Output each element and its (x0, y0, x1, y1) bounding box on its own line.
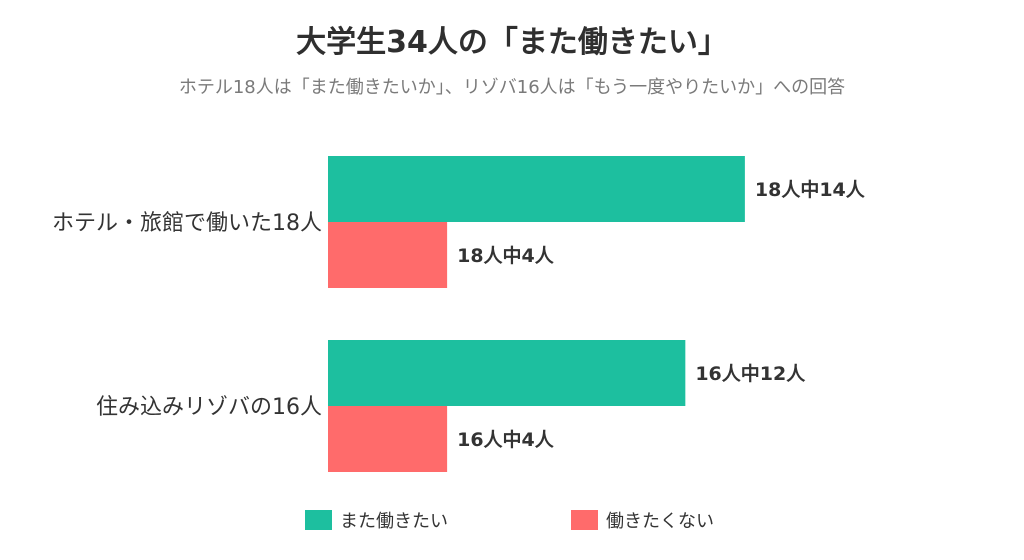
category-label: 住み込みリゾバの16人 (96, 395, 322, 420)
legend-swatch (571, 510, 598, 530)
value-labels: 18人中14人 18人中4人 16人中12人 16人中4人 (457, 178, 866, 451)
legend-label: また働きたい (340, 511, 448, 532)
category-label: ホテル・旅館で働いた18人 (52, 211, 322, 236)
chart-title: 大学生34人の「また働きたい」 (296, 25, 728, 60)
bar-want-again (328, 156, 745, 222)
legend: また働きたい 働きたくない (305, 510, 714, 532)
legend-label: 働きたくない (606, 511, 714, 532)
bar-want-again (328, 340, 686, 406)
data-label: 18人中4人 (457, 244, 555, 267)
bar-dont-want (328, 406, 448, 472)
chart-subtitle: ホテル18人は「また働きたいか」、リゾバ16人は「もう一度やりたいか」への回答 (179, 77, 845, 98)
legend-swatch (305, 510, 332, 530)
bars (328, 156, 745, 472)
data-label: 18人中14人 (755, 178, 866, 201)
bar-dont-want (328, 222, 448, 288)
data-label: 16人中4人 (457, 428, 555, 451)
data-label: 16人中12人 (695, 362, 806, 385)
